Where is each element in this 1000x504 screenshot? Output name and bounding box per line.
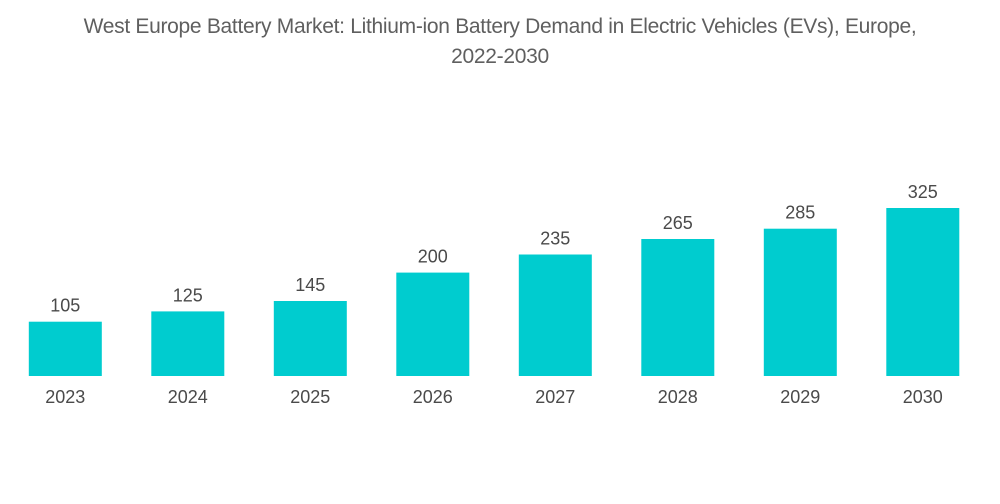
- x-tick-label-2026: 2026: [413, 387, 453, 407]
- bar-group-2023: 105 2023: [28, 296, 102, 407]
- bar-2030: [886, 208, 960, 376]
- bar-2023: [28, 321, 102, 376]
- bar-2025: [273, 301, 347, 376]
- x-tick-label-2030: 2030: [903, 387, 943, 407]
- chart-title-line-2: 2022-2030: [451, 45, 549, 68]
- bar-2024: [151, 311, 225, 376]
- data-label-2030: 325: [908, 182, 938, 202]
- x-tick-label-2028: 2028: [658, 387, 698, 407]
- chart-title: West Europe Battery Market: Lithium-ion …: [0, 12, 1000, 72]
- x-tick-label-2023: 2023: [45, 387, 85, 407]
- x-tick-label-2029: 2029: [780, 387, 820, 407]
- data-label-2026: 200: [418, 247, 448, 267]
- x-tick-label-2024: 2024: [168, 387, 208, 407]
- data-label-2024: 125: [173, 285, 203, 305]
- data-label-2023: 105: [50, 296, 80, 316]
- data-label-2025: 145: [295, 275, 325, 295]
- bar-group-2027: 235 2027: [518, 229, 592, 407]
- chart-title-line-1: West Europe Battery Market: Lithium-ion …: [83, 15, 917, 38]
- x-tick-label-2027: 2027: [535, 387, 575, 407]
- bar-group-2030: 325 2030: [886, 182, 960, 407]
- bar-group-2026: 200 2026: [396, 247, 470, 407]
- bar-2029: [763, 228, 837, 376]
- bar-group-2025: 145 2025: [273, 275, 347, 407]
- bar-group-2024: 125 2024: [151, 285, 225, 407]
- bar-2027: [518, 254, 592, 376]
- bar-2028: [641, 239, 715, 376]
- x-tick-label-2025: 2025: [290, 387, 330, 407]
- data-label-2029: 285: [785, 203, 815, 223]
- bar-2026: [396, 272, 470, 376]
- bar-group-2029: 285 2029: [763, 203, 837, 407]
- data-label-2028: 265: [663, 213, 693, 233]
- data-label-2027: 235: [540, 229, 570, 249]
- bar-group-2028: 265 2028: [641, 213, 715, 407]
